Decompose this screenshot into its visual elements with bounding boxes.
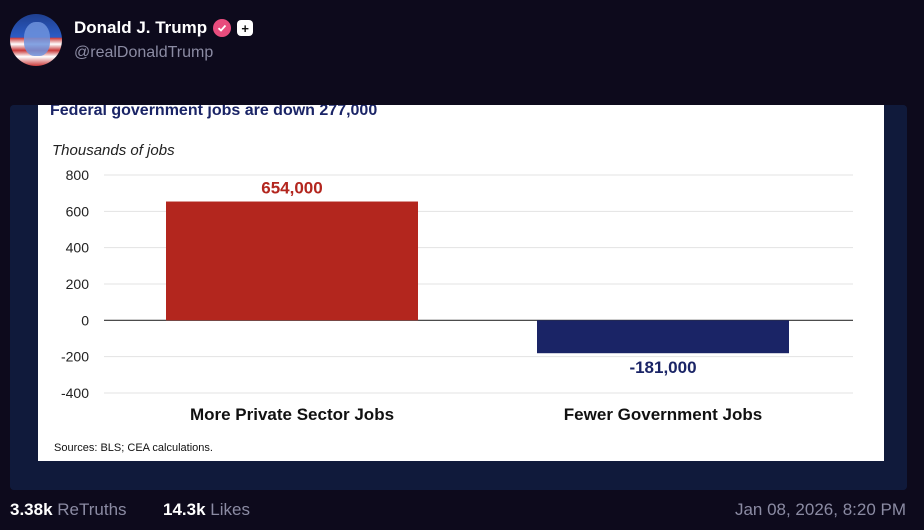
data-labels: 654,000 -181,000 [261, 179, 696, 378]
bar-1 [166, 201, 418, 321]
likes-stat[interactable]: 14.3k Likes [163, 500, 250, 520]
bars [166, 201, 789, 354]
y-axis-label: Thousands of jobs [52, 142, 175, 159]
post-image[interactable]: Federal government jobs are down 277,000… [10, 105, 907, 490]
y-tick-label: 800 [66, 167, 90, 183]
likes-count: 14.3k [163, 500, 206, 519]
likes-label: Likes [210, 500, 250, 519]
y-tick-labels: 800 600 400 200 0 -200 -400 [61, 167, 89, 401]
y-tick-label: -200 [61, 349, 89, 365]
retruths-stat[interactable]: 3.38k ReTruths [10, 500, 127, 520]
avatar[interactable] [10, 14, 62, 66]
display-name[interactable]: Donald J. Trump [74, 18, 208, 37]
avatar-face [24, 22, 50, 56]
category-label-1: More Private Sector Jobs [190, 405, 394, 424]
verified-badge-icon [213, 19, 232, 37]
category-label-2: Fewer Government Jobs [564, 405, 762, 424]
post-footer: 3.38k ReTruths 14.3k Likes Jan 08, 2026,… [10, 498, 906, 524]
post-timestamp[interactable]: Jan 08, 2026, 8:20 PM [734, 500, 906, 519]
name-row: Donald J. Trump + [74, 18, 254, 38]
y-tick-label: 0 [81, 312, 89, 328]
y-tick-label: 400 [66, 240, 90, 256]
post-header: Donald J. Trump + @realDonaldTrump [10, 14, 610, 66]
chart-source: Sources: BLS; CEA calculations. [54, 442, 213, 454]
plus-icon[interactable]: + [237, 20, 254, 36]
y-tick-label: 600 [66, 203, 90, 219]
checkmark-icon [218, 24, 227, 32]
user-handle[interactable]: @realDonaldTrump [74, 44, 214, 61]
data-label-1: 654,000 [261, 179, 322, 198]
bar-2 [537, 320, 789, 354]
retruths-count: 3.38k [10, 500, 53, 519]
chart-title: Federal government jobs are down 277,000 [50, 105, 377, 119]
bar-chart: Federal government jobs are down 277,000… [10, 105, 907, 490]
y-tick-label: 200 [66, 276, 90, 292]
y-tick-label: -400 [61, 385, 89, 401]
category-labels: More Private Sector Jobs Fewer Government… [190, 405, 762, 424]
data-label-2: -181,000 [629, 358, 696, 377]
retruths-label: ReTruths [57, 500, 127, 519]
